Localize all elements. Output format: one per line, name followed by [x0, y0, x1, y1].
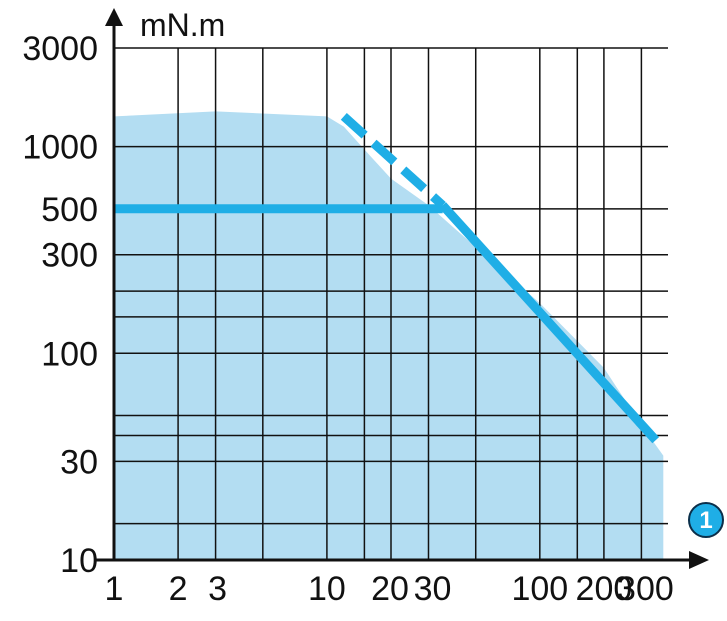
x-tick-label-200: 200: [576, 570, 633, 608]
x-axis-arrow: [689, 551, 709, 569]
y-tick-label-1000: 1000: [22, 129, 98, 167]
x-axis-marker: 1: [688, 502, 724, 538]
curve-layer: [114, 113, 660, 444]
limit-line-dashed: [340, 113, 446, 209]
y-tick-label-30: 30: [60, 443, 98, 481]
capability-area: [114, 111, 664, 561]
area-layer: [114, 111, 664, 561]
x-tick-label-3: 3: [208, 570, 227, 608]
y-axis-arrow: [105, 8, 123, 26]
x-tick-label-30: 30: [414, 570, 452, 608]
axes-layer: mN.m 1: [96, 7, 724, 569]
y-tick-label-100: 100: [41, 335, 98, 373]
y-tick-label-10: 10: [60, 542, 98, 580]
marker-circle: [688, 502, 724, 538]
x-tick-label-100: 100: [511, 570, 568, 608]
x-tick-label-1: 1: [105, 570, 124, 608]
limit-line-2: [439, 202, 660, 444]
x-tick-label-20: 20: [371, 570, 409, 608]
x-tick-label-10: 10: [308, 570, 346, 608]
y-axis-unit-label: mN.m: [140, 7, 225, 43]
y-tick-label-300: 300: [41, 237, 98, 275]
x-tick-label-300: 300: [617, 570, 674, 608]
y-tick-label-3000: 3000: [22, 30, 98, 68]
y-tick-label-500: 500: [41, 191, 98, 229]
marker-label: 1: [699, 507, 712, 534]
x-tick-label-2: 2: [169, 570, 188, 608]
